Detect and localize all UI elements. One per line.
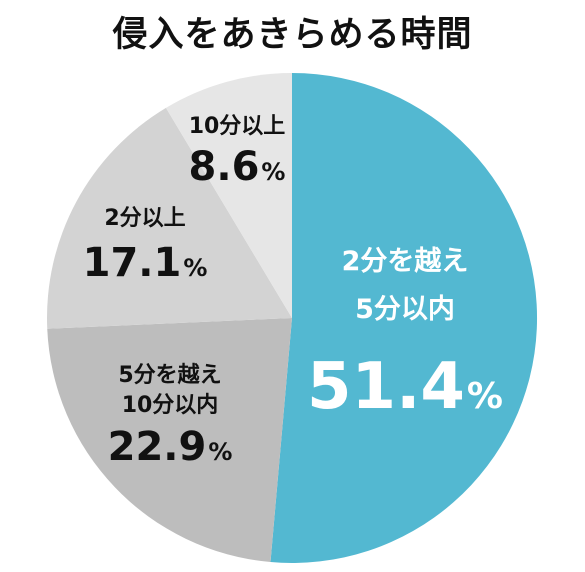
slice-1-value: 51.4% — [307, 350, 503, 424]
pie-slice-2 — [47, 318, 292, 563]
slice-3-label-line-1: 2分以上 — [104, 206, 185, 231]
slice-4-label-line-1: 10分以上 — [189, 114, 286, 139]
pie-slice-1 — [270, 73, 538, 564]
pie-labels: 2分を越え 5分以内 51.4% 5分を越え 10分以内 22.9% 2分以上 17.1% 10… — [83, 114, 503, 470]
pie-slice-3 — [47, 107, 292, 329]
slice-2-label-line-1: 5分を越え — [118, 363, 221, 388]
slice-4-value: 8.6% — [189, 144, 286, 190]
slice-2-value: 22.9% — [108, 424, 233, 470]
slice-1-label-line-1: 2分を越え — [342, 246, 469, 277]
slice-2-label-line-2: 10分以内 — [122, 393, 219, 418]
slice-3-value: 17.1% — [83, 240, 208, 286]
chart-title: 侵入をあきらめる時間 — [112, 15, 473, 55]
slice-1-label-line-2: 5分以内 — [355, 294, 455, 325]
pie-slice-4 — [165, 73, 292, 318]
pie-slices — [47, 73, 538, 564]
